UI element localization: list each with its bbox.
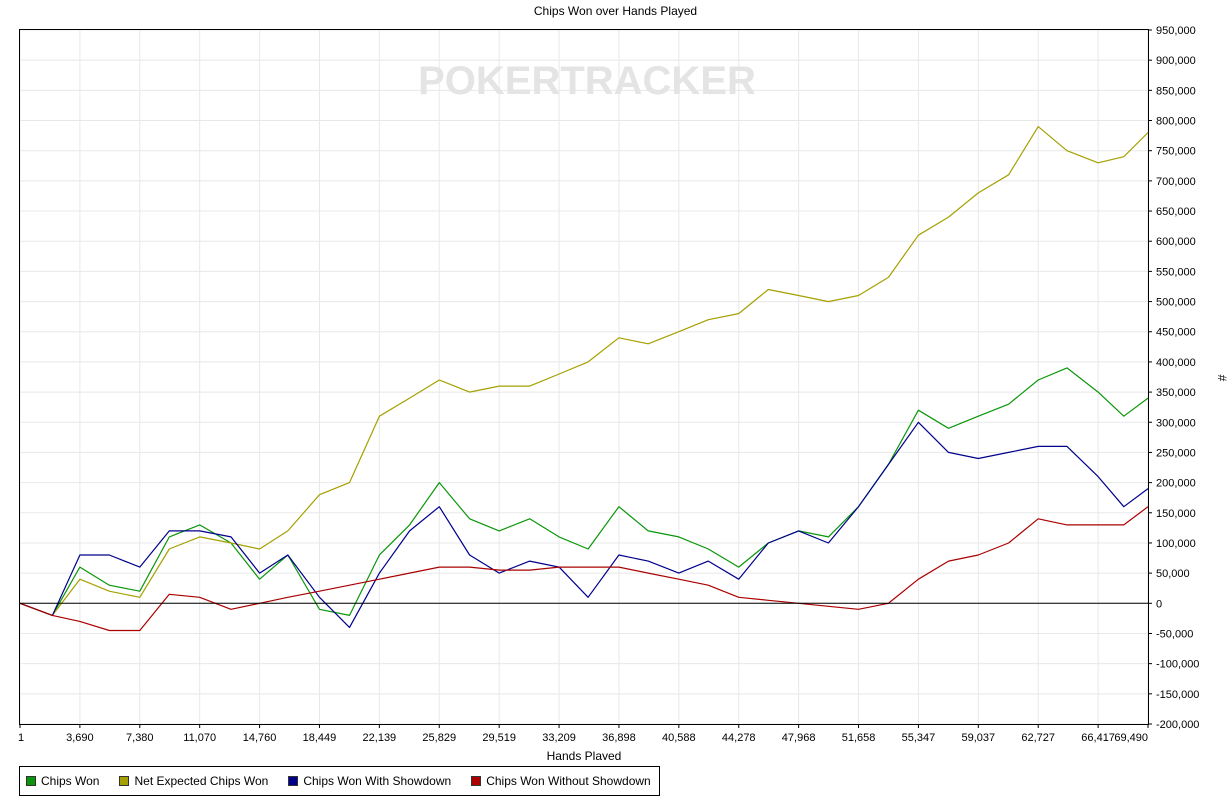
x-tick-label: 14,760 bbox=[243, 732, 277, 744]
y-tick-label: 750,000 bbox=[1156, 146, 1196, 158]
legend-label: Chips Won With Showdown bbox=[303, 774, 452, 788]
x-tick-label: 59,037 bbox=[961, 732, 995, 744]
x-tick-label: 47,968 bbox=[782, 732, 816, 744]
y-tick-label: 850,000 bbox=[1156, 85, 1196, 97]
y-tick-label: 200,000 bbox=[1156, 478, 1196, 490]
legend-swatch bbox=[119, 776, 130, 786]
legend-item: Net Expected Chips Won bbox=[119, 774, 268, 788]
legend-item: Chips Won bbox=[26, 774, 99, 788]
y-tick-label: 350,000 bbox=[1156, 387, 1196, 399]
x-tick-label: 55,347 bbox=[902, 732, 936, 744]
series-line-chips-won-with-showdown bbox=[19, 421, 1149, 629]
x-tick-label: 25,829 bbox=[422, 732, 456, 744]
x-tick-label: 1 bbox=[18, 732, 24, 744]
x-tick-label: 11,070 bbox=[183, 732, 216, 744]
y-tick-label: 650,000 bbox=[1156, 206, 1196, 218]
legend: Chips Won Net Expected Chips Won Chips Won… bbox=[19, 766, 660, 796]
legend-label: Chips Won Without Showdown bbox=[486, 774, 651, 788]
y-tick-label: -200,000 bbox=[1156, 719, 1199, 731]
x-tick-label: 69,490 bbox=[1114, 732, 1148, 744]
y-tick-label: 700,000 bbox=[1156, 176, 1196, 188]
y-tick-label: 250,000 bbox=[1156, 447, 1196, 459]
watermark-logo: POKERTRACKER bbox=[418, 59, 756, 103]
line-chart: POKERTRACKER 1 3,690 7,380 11,070 14,760 18,4… bbox=[18, 25, 1229, 760]
series-line-chips-won bbox=[19, 367, 1149, 617]
x-tick-label: 29,519 bbox=[482, 732, 516, 744]
y-tick-label: 100,000 bbox=[1156, 538, 1196, 550]
series-line-net-expected-chips-won bbox=[19, 125, 1149, 617]
chart-title: Chips Won over Hands Played bbox=[533, 4, 698, 18]
x-tick-label: 18,449 bbox=[303, 732, 337, 744]
legend-item: Chips Won Without Showdown bbox=[471, 774, 651, 788]
legend-label: Net Expected Chips Won bbox=[134, 774, 269, 788]
x-tick-label: 40,588 bbox=[662, 732, 696, 744]
y-tick-label: 450,000 bbox=[1156, 327, 1196, 339]
y-tick-label: 500,000 bbox=[1156, 297, 1196, 309]
y-tick-label: 800,000 bbox=[1156, 116, 1196, 128]
x-tick-label: 62,727 bbox=[1021, 732, 1055, 744]
y-tick-label: -150,000 bbox=[1156, 689, 1199, 701]
y-axis-label: # bbox=[1215, 375, 1229, 382]
y-tick-label: 950,000 bbox=[1156, 25, 1196, 37]
x-tick-label: 66,417 bbox=[1081, 732, 1115, 744]
y-tick-label: 50,000 bbox=[1156, 568, 1190, 580]
legend-label: Chips Won bbox=[41, 774, 100, 788]
legend-item: Chips Won With Showdown bbox=[288, 774, 451, 788]
grid bbox=[19, 29, 1149, 725]
x-tick-label: 33,209 bbox=[542, 732, 576, 744]
y-tick-label: 300,000 bbox=[1156, 417, 1196, 429]
x-tick-label: 51,658 bbox=[842, 732, 876, 744]
x-tick-label: 22,139 bbox=[363, 732, 397, 744]
x-tick-label: 44,278 bbox=[722, 732, 756, 744]
legend-swatch bbox=[288, 776, 299, 786]
series-line-chips-won-without-showdown bbox=[19, 506, 1149, 632]
plot-area-frame bbox=[19, 29, 1149, 725]
y-tick-label: 600,000 bbox=[1156, 236, 1196, 248]
legend-swatch bbox=[26, 776, 36, 786]
y-tick-label: -100,000 bbox=[1156, 659, 1199, 671]
y-tick-label: 150,000 bbox=[1156, 508, 1196, 520]
y-tick-label: 400,000 bbox=[1156, 357, 1196, 369]
legend-swatch bbox=[471, 776, 482, 786]
x-tick-label: 36,898 bbox=[602, 732, 636, 744]
x-axis-label: Hands Played bbox=[547, 749, 622, 760]
y-tick-label: 0 bbox=[1156, 598, 1162, 610]
y-tick-label: -50,000 bbox=[1156, 628, 1193, 640]
x-tick-label: 3,690 bbox=[66, 732, 94, 744]
y-axis-ticks: 950,000 900,000 850,000 800,000 750,000 700,0… bbox=[1148, 25, 1199, 731]
y-tick-label: 550,000 bbox=[1156, 266, 1196, 278]
x-tick-label: 7,380 bbox=[126, 732, 154, 744]
x-axis-ticks: 1 3,690 7,380 11,070 14,760 18,449 22,139 25,82… bbox=[18, 724, 1149, 744]
y-tick-label: 900,000 bbox=[1156, 55, 1196, 67]
series-lines bbox=[19, 125, 1149, 632]
